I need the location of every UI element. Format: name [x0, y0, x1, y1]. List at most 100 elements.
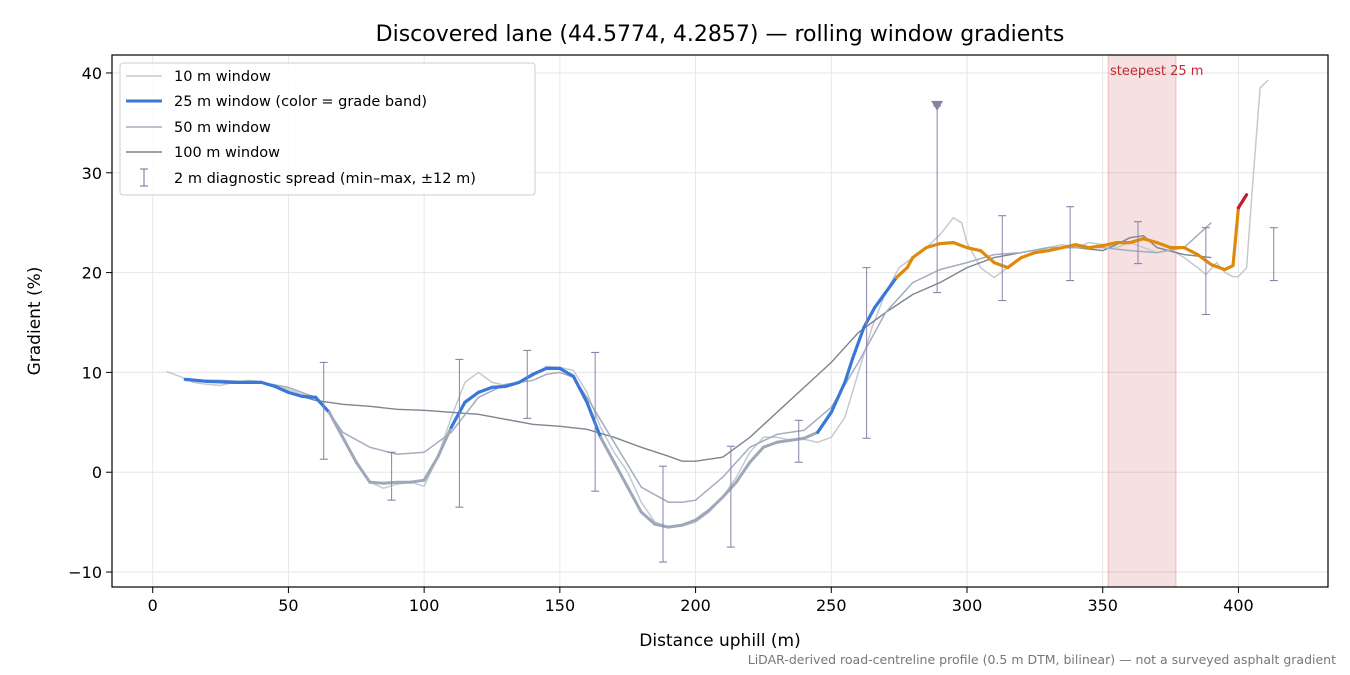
- x-tick-label: 0: [148, 596, 158, 615]
- series-25m-segment: [734, 460, 752, 484]
- y-axis-label: Gradient (%): [25, 267, 45, 376]
- series-25m-segment: [463, 390, 481, 404]
- series-25m-segment: [571, 374, 589, 404]
- series-25m-segment: [851, 325, 866, 360]
- errorbar: [726, 445, 735, 548]
- series-25m-segment: [327, 410, 345, 439]
- x-tick-label: 100: [409, 596, 440, 615]
- series-lines: [166, 79, 1269, 529]
- series-25m-segment: [449, 400, 467, 429]
- series-25m-segment: [924, 242, 942, 250]
- series-25m-segment: [829, 380, 847, 414]
- legend-label-errorbar: 2 m diagnostic spread (min–max, ±12 m): [174, 171, 476, 187]
- errorbar: [659, 465, 667, 563]
- series-25m-segment: [862, 305, 877, 330]
- errorbar: [523, 349, 532, 419]
- x-axis-label: Distance uphill (m): [639, 631, 800, 651]
- series-25m-segment: [476, 385, 494, 394]
- legend-label-50m: 50 m window: [174, 120, 271, 136]
- series-25m-segment: [978, 249, 996, 265]
- series-25m-segment: [816, 410, 833, 434]
- series-25m-segment: [639, 510, 657, 526]
- x-tick-label: 400: [1223, 596, 1254, 615]
- series-25m-segment: [205, 379, 236, 384]
- series-25m-segment: [1155, 241, 1173, 250]
- series-25m-line: [183, 193, 1249, 529]
- x-axis-ticks: 0 50 100 150 200 250 300 350 400: [148, 587, 1254, 615]
- series-25m-segment: [517, 372, 535, 384]
- errorbar: [1269, 227, 1278, 282]
- series-25m-segment: [286, 390, 304, 398]
- x-tick-label: 350: [1087, 596, 1118, 615]
- series-25m-segment: [1087, 244, 1105, 250]
- y-tick-label: −10: [68, 563, 102, 582]
- series-25m-segment: [1046, 246, 1064, 253]
- series-25m-segment: [531, 366, 548, 376]
- series-25m-segment: [422, 455, 440, 482]
- series-25m-segment: [883, 275, 899, 295]
- series-25m-segment: [873, 290, 888, 310]
- series-25m-segment: [1231, 206, 1241, 268]
- errorbar: [319, 361, 328, 460]
- errorbar: [794, 419, 803, 463]
- x-tick-label: 300: [952, 596, 983, 615]
- errorbar: [1066, 206, 1075, 282]
- errorbar: [591, 351, 600, 492]
- legend-box: [119, 62, 536, 196]
- y-tick-label: 40: [82, 64, 102, 83]
- clipped-marker-triangle: [931, 100, 944, 111]
- x-tick-label: 150: [545, 596, 576, 615]
- series-25m-segment: [1236, 193, 1249, 210]
- series-25m-segment: [1060, 243, 1078, 250]
- errorbars: [319, 105, 1278, 563]
- series-25m-segment: [707, 495, 725, 512]
- series-25m-segment: [313, 395, 331, 414]
- series-25m-segment: [653, 522, 670, 529]
- series-25m-segment: [341, 435, 358, 464]
- x-tick-label: 50: [278, 596, 298, 615]
- series-25m-segment: [368, 480, 385, 485]
- series-25m-segment: [259, 380, 277, 388]
- series-25m-segment: [558, 366, 576, 378]
- series-25m-segment: [612, 460, 630, 489]
- y-tick-label: 30: [82, 164, 102, 183]
- legend-label-100m: 100 m window: [174, 145, 280, 161]
- series-25m-segment: [775, 438, 793, 444]
- series-25m-segment: [273, 384, 291, 394]
- series-25m-segment: [1182, 246, 1200, 257]
- steepest-annotation: steepest 25 m: [1110, 64, 1203, 79]
- series-25m-segment: [843, 355, 855, 384]
- errorbar: [455, 358, 464, 508]
- series-25m-segment: [1033, 249, 1051, 255]
- series-25m-segment: [802, 430, 820, 440]
- series-25m-segment: [599, 435, 616, 464]
- y-tick-label: 20: [82, 264, 102, 283]
- series-50m-line: [185, 222, 1212, 503]
- series-25m-segment: [381, 480, 399, 485]
- series-25m-segment: [490, 384, 508, 389]
- marker-layer: [931, 100, 944, 111]
- errorbar: [1134, 221, 1142, 265]
- series-25m-segment: [1101, 241, 1118, 248]
- series-25m-segment: [680, 518, 698, 527]
- series-25m-segment: [1073, 243, 1091, 250]
- series-25m-segment: [503, 380, 521, 388]
- series-25m-segment: [761, 440, 779, 449]
- series-25m-segment: [585, 400, 603, 439]
- series-25m-segment: [905, 256, 915, 270]
- series-25m-segment: [409, 478, 426, 484]
- chart-title: Discovered lane (44.5774, 4.2857) — roll…: [376, 22, 1065, 47]
- series-25m-segment: [183, 377, 209, 383]
- series-25m-segment: [789, 436, 806, 442]
- series-25m-segment: [938, 241, 956, 246]
- series-25m-segment: [694, 508, 711, 522]
- errorbar: [998, 215, 1007, 302]
- y-tick-label: 10: [82, 363, 102, 382]
- series-25m-segment: [300, 394, 318, 399]
- steepest-band: [1107, 55, 1177, 587]
- series-25m-segment: [911, 246, 928, 260]
- x-tick-label: 200: [680, 596, 711, 615]
- errorbar: [862, 267, 871, 439]
- footnote: LiDAR-derived road-centreline profile (0…: [748, 652, 1336, 667]
